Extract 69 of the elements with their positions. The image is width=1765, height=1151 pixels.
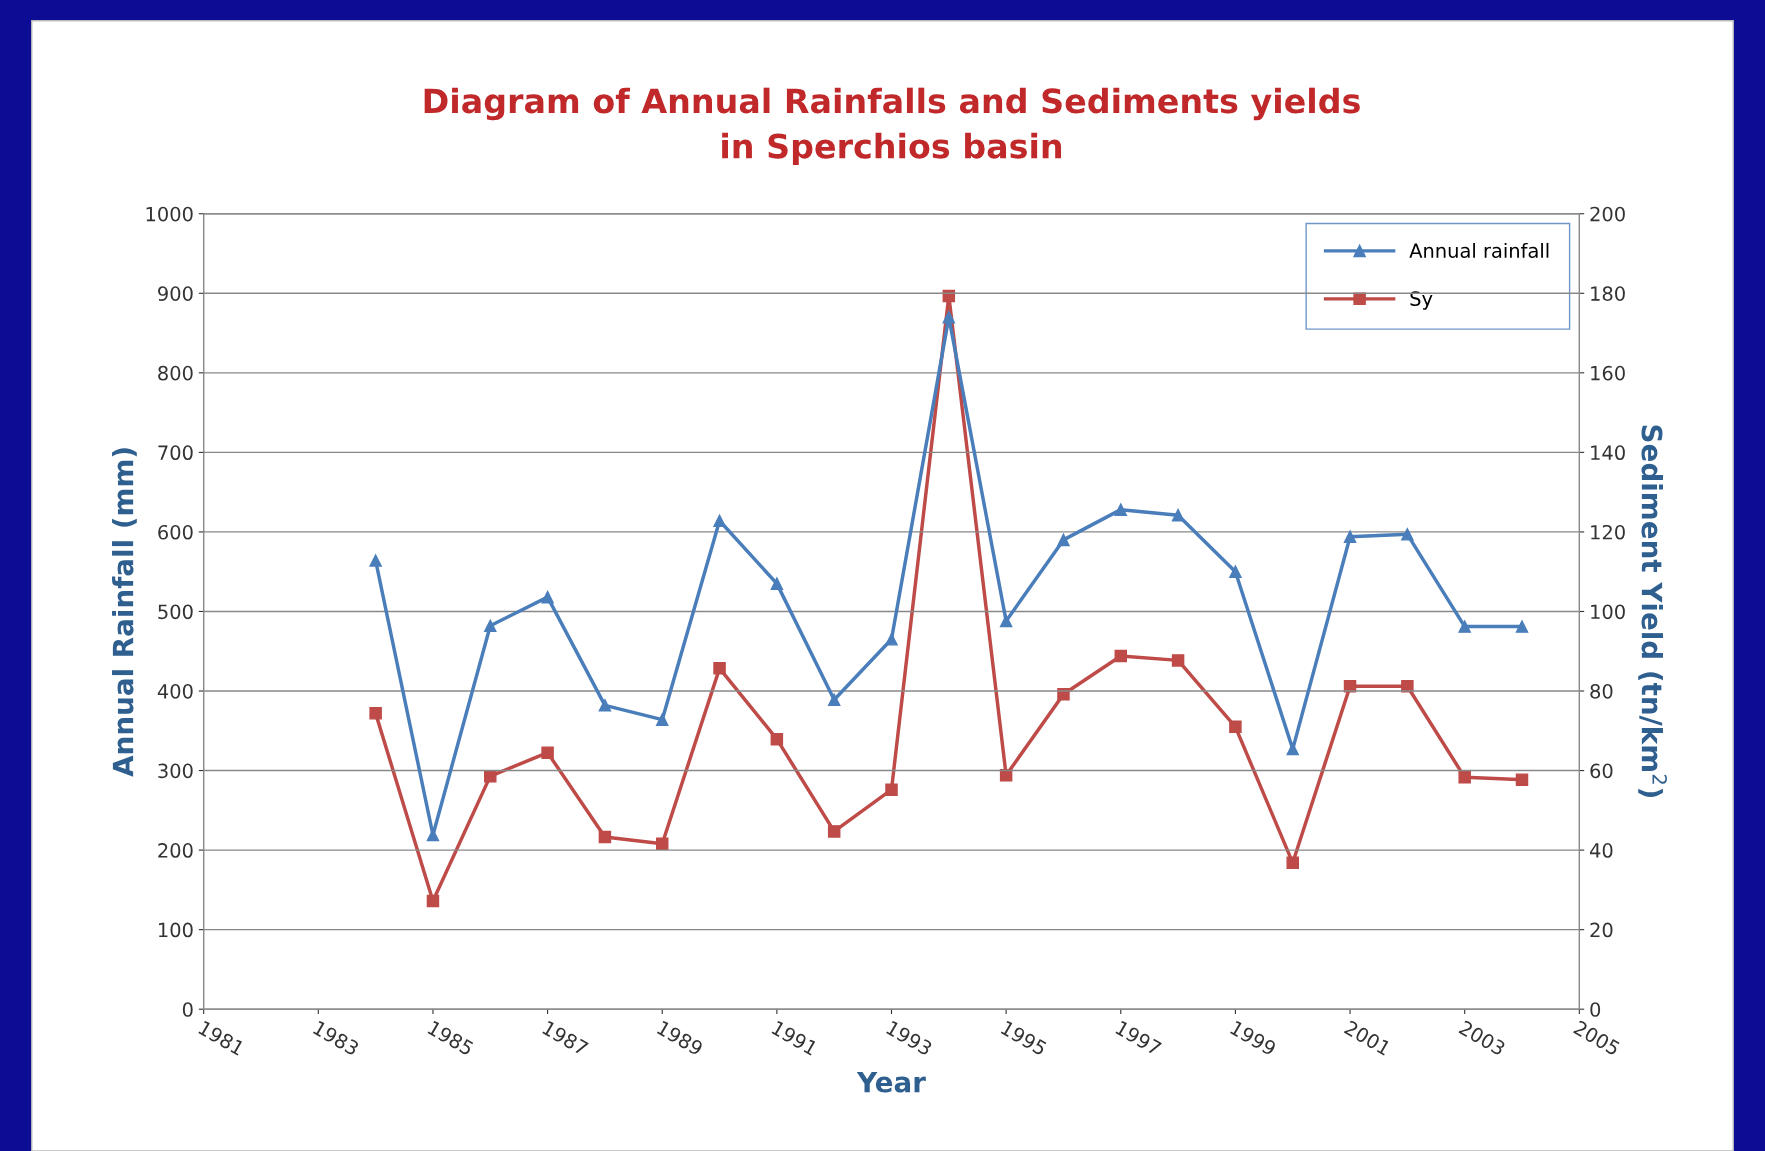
point — [942, 310, 956, 324]
y2-tick-label: 100 — [1591, 604, 1625, 620]
y2-tick-label: 60 — [1590, 763, 1613, 779]
y-axis-title: Annual Rainfall (mm) — [112, 448, 137, 777]
y-tick-label: 400 — [157, 683, 193, 699]
point — [541, 590, 554, 604]
y-tick-label: 0 — [182, 1002, 193, 1017]
point — [484, 769, 497, 783]
point — [1343, 530, 1357, 543]
point — [541, 746, 554, 759]
point — [1458, 771, 1471, 784]
y2-tick-label: 200 — [1590, 206, 1625, 222]
point — [1286, 856, 1299, 870]
y2-tick-label: 160 — [1591, 365, 1625, 381]
point — [598, 830, 612, 844]
x-tick-label: 1997 — [1115, 1020, 1163, 1056]
y2-tick-label: 0 — [1590, 1002, 1601, 1017]
point — [999, 614, 1013, 628]
x-tick-label: 1989 — [656, 1020, 704, 1057]
y-tick-label: 700 — [158, 445, 193, 461]
legend-label: Annual rainfall — [1409, 242, 1549, 258]
y-tick-label: 200 — [158, 843, 193, 858]
point — [369, 707, 382, 720]
y2-tick-label: 40 — [1590, 843, 1613, 858]
y-tick-label: 600 — [158, 524, 193, 540]
y-tick-label: 900 — [158, 286, 193, 301]
legend-label: Sy — [1410, 291, 1433, 310]
point — [1515, 773, 1529, 786]
y-tick-label: 300 — [158, 763, 193, 779]
y2-tick-label: 180 — [1591, 286, 1625, 301]
point — [999, 769, 1013, 782]
point — [827, 693, 841, 707]
point — [1458, 620, 1471, 633]
point — [1171, 654, 1185, 667]
y2-tick-label: 20 — [1590, 922, 1613, 938]
point — [426, 894, 440, 908]
point — [369, 554, 382, 567]
y-tick-label: 800 — [158, 365, 193, 381]
point — [1286, 742, 1299, 756]
point — [1229, 565, 1242, 578]
point — [1114, 503, 1128, 516]
x-tick-label: 1987 — [541, 1020, 589, 1056]
point — [885, 633, 898, 646]
x-tick-label: 1999 — [1229, 1020, 1277, 1057]
y-tick-label: 500 — [158, 604, 193, 620]
point — [1114, 649, 1128, 663]
x-axis-title: Year — [856, 1071, 926, 1093]
point — [655, 713, 669, 726]
point — [770, 577, 784, 590]
chart-title: Diagram of Annual Rainfalls and Sediments yields in Sperchios basin — [424, 87, 1360, 166]
point — [655, 837, 669, 850]
point — [484, 619, 497, 633]
y2-axis-title: Sediment Yield (tn/km$^{2}$) — [1638, 425, 1667, 797]
point — [770, 732, 784, 746]
point — [1171, 508, 1185, 522]
point — [713, 514, 726, 528]
y2-tick-label: 80 — [1590, 683, 1613, 699]
y-tick-label: 1000 — [146, 206, 193, 222]
y2-tick-label: 120 — [1591, 524, 1625, 540]
point — [1401, 528, 1414, 541]
y-tick-label: 100 — [158, 922, 193, 938]
point — [598, 699, 612, 712]
y2-tick-label: 140 — [1591, 445, 1625, 461]
point — [1229, 720, 1242, 734]
point — [885, 783, 898, 796]
point — [1057, 533, 1070, 547]
point — [713, 662, 726, 675]
point — [827, 825, 841, 838]
point — [1515, 620, 1529, 633]
